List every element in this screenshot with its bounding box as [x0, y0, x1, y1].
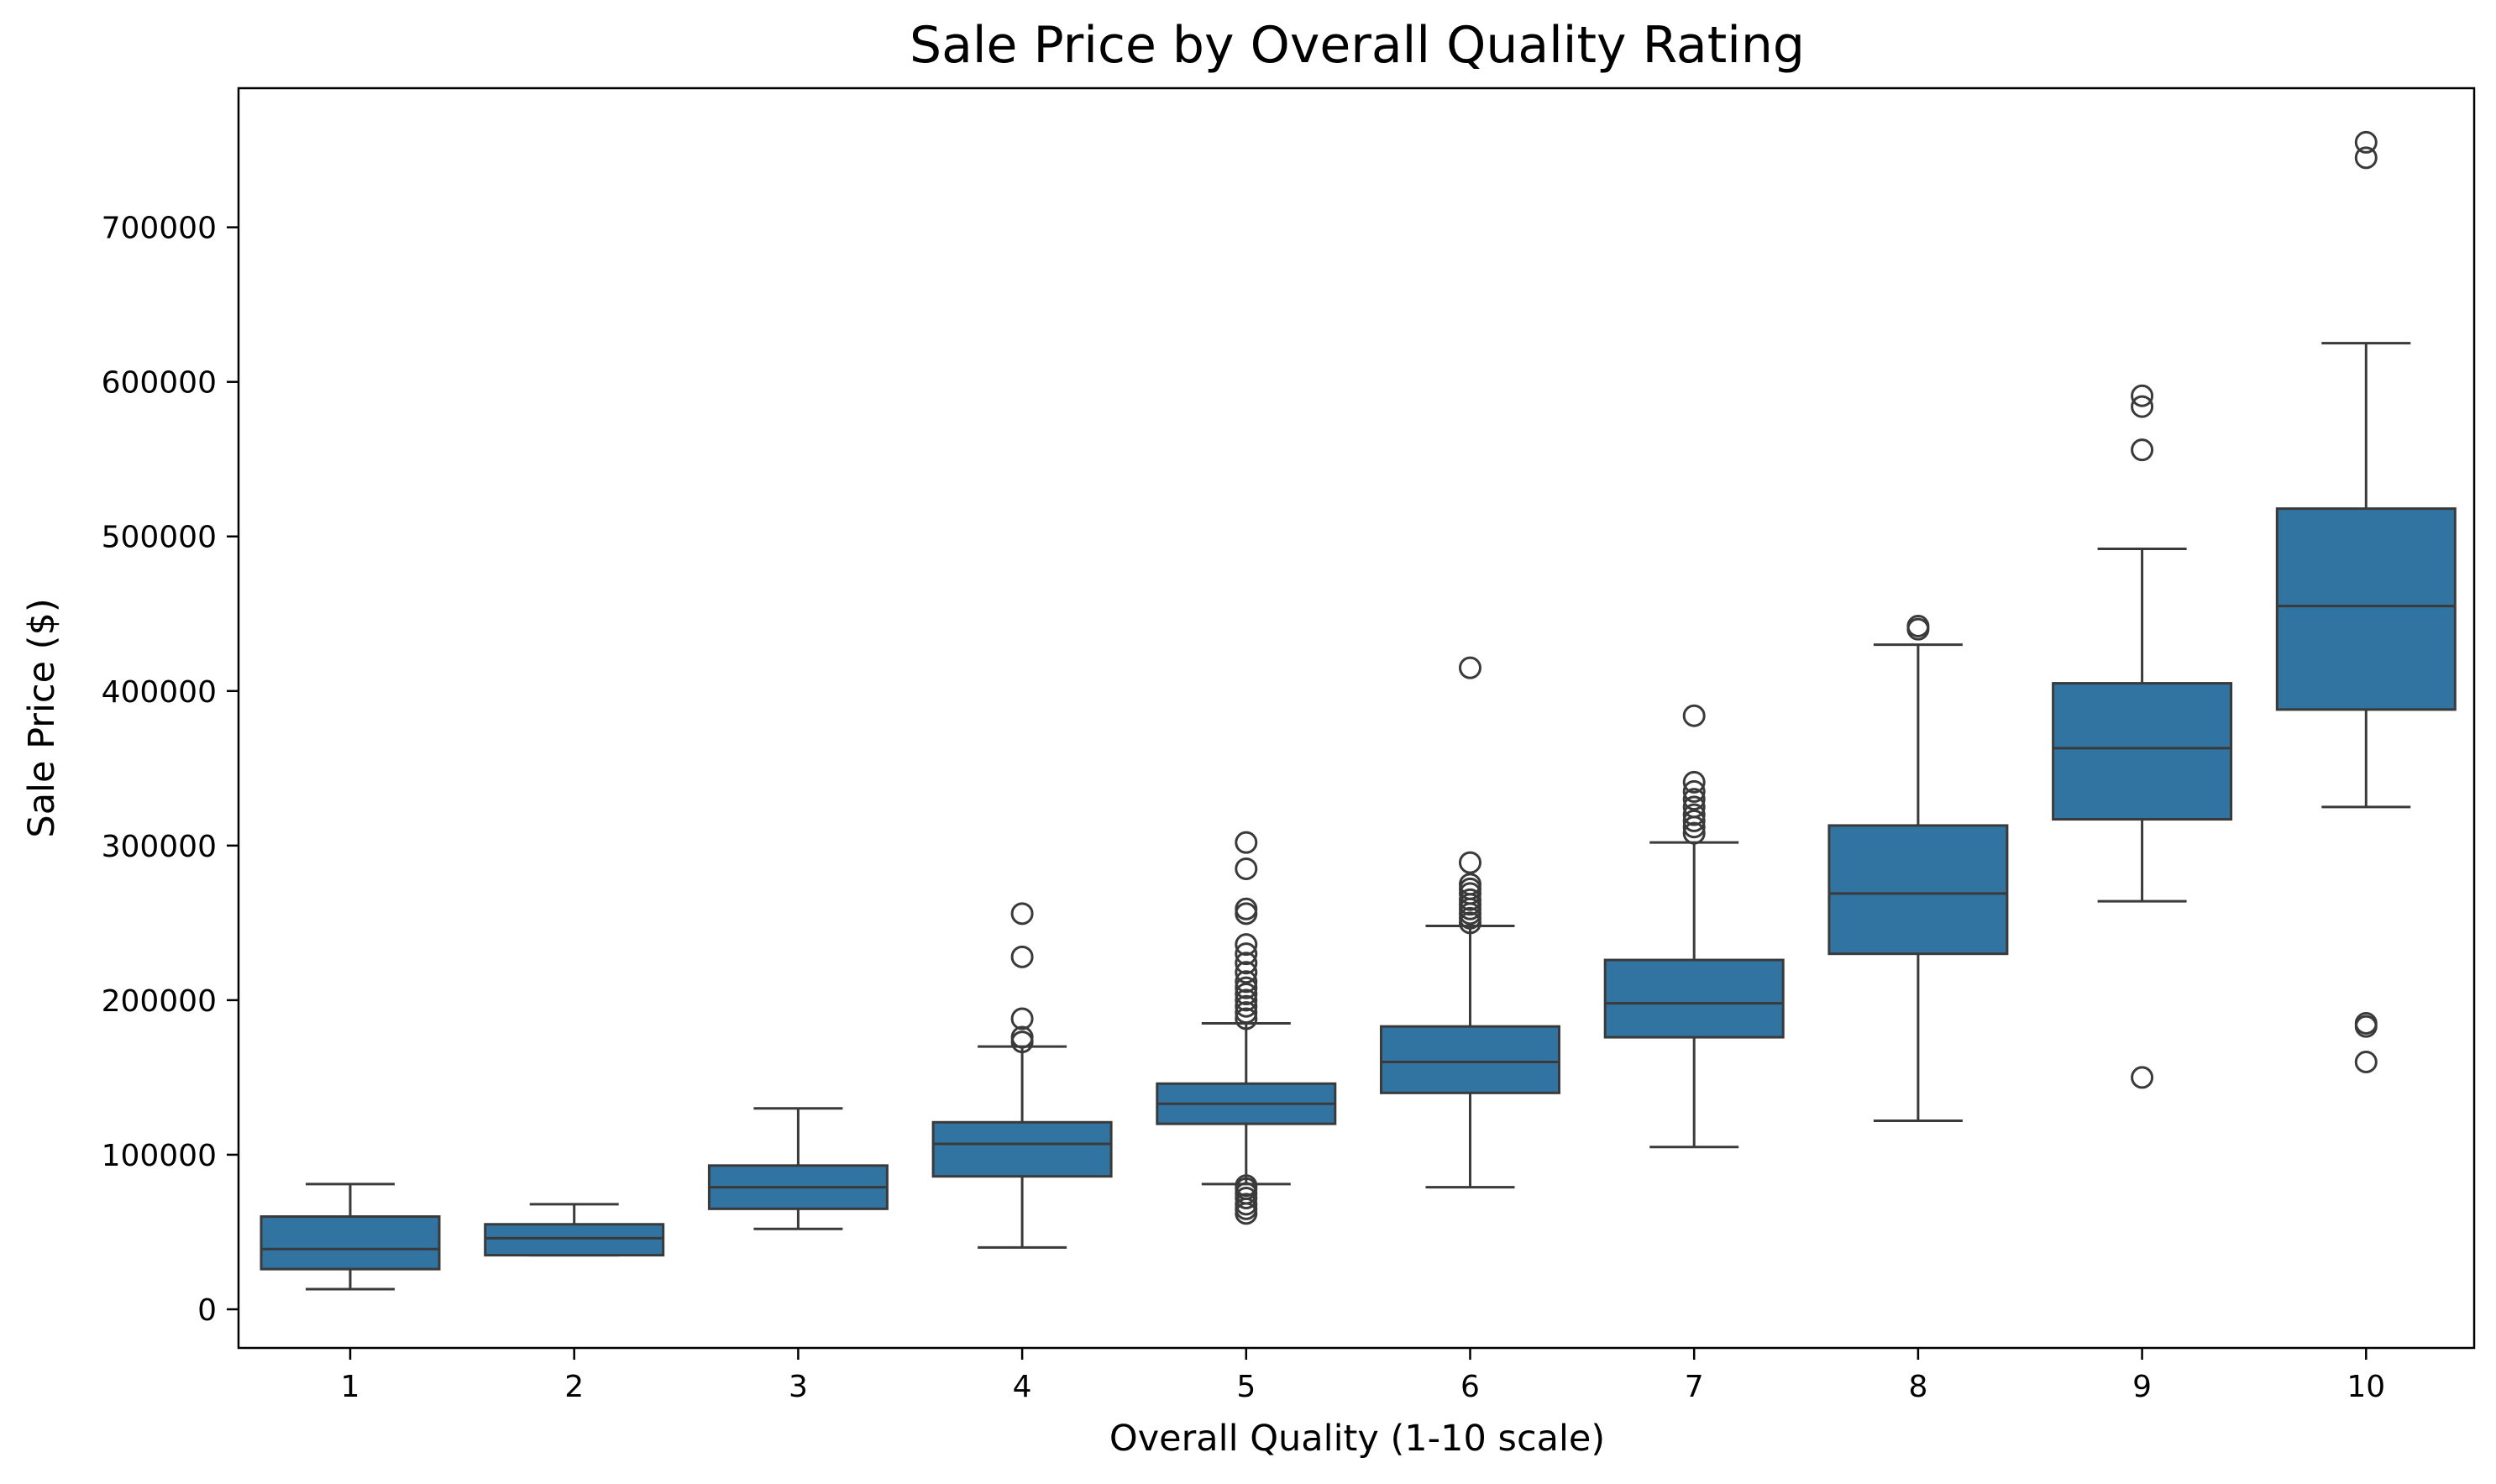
outlier-point [2131, 384, 2154, 407]
outlier-point [2354, 1011, 2378, 1035]
outlier-point [1235, 897, 1258, 920]
outlier-point [1235, 1193, 1258, 1216]
box-iqr [2275, 507, 2457, 711]
outlier-point [1682, 779, 1706, 803]
chart-title: Sale Price by Overall Quality Rating [910, 16, 1805, 75]
plot-frame [237, 87, 2476, 1350]
x-tick-label: 10 [2347, 1370, 2385, 1404]
outlier-point [1459, 888, 1481, 911]
box-iqr [484, 1223, 665, 1257]
outlier-point [1682, 704, 1706, 727]
outlier-point [1235, 902, 1258, 926]
outlier-point [2354, 130, 2378, 154]
box-group-9 [2052, 384, 2233, 1089]
box-group-7 [1603, 704, 1785, 1149]
outlier-point [1906, 614, 1930, 637]
outlier-point [1010, 945, 1034, 968]
outlier-point [1235, 976, 1258, 999]
outlier-point [1682, 803, 1706, 826]
outlier-point [1235, 1001, 1258, 1025]
x-tick-label: 3 [789, 1370, 808, 1404]
box-group-10 [2275, 130, 2457, 1074]
outlier-point [1682, 770, 1706, 794]
y-tick-label: 500000 [102, 521, 217, 555]
x-tick-label: 5 [1236, 1370, 1256, 1404]
outlier-point [1682, 795, 1706, 819]
outlier-point [2131, 395, 2154, 418]
outlier-point [1235, 1174, 1258, 1198]
outlier-point [2354, 1051, 2378, 1074]
outlier-point [1235, 952, 1258, 975]
box-iqr [2052, 682, 2233, 821]
x-tick-label: 2 [564, 1370, 584, 1404]
box-group-8 [1827, 614, 2009, 1122]
outlier-point [1682, 809, 1706, 832]
outlier-point [1682, 788, 1706, 811]
x-axis: 1 2 3 4 5 6 7 8 9 10 [341, 1348, 2385, 1404]
outlier-point [1235, 1007, 1258, 1030]
outlier-point [1235, 857, 1258, 880]
box-iqr [1603, 958, 1785, 1039]
outlier-point [1459, 873, 1481, 896]
x-tick-label: 9 [2132, 1370, 2152, 1404]
x-tick-label: 1 [341, 1370, 360, 1404]
outlier-point [1235, 831, 1258, 854]
y-tick-label: 700000 [102, 212, 217, 246]
box-iqr [1827, 824, 2009, 956]
outlier-point [1235, 933, 1258, 957]
y-axis: 0 100000 200000 300000 400000 500000 600000 700… [102, 212, 239, 1328]
outlier-point [1235, 994, 1258, 1018]
outlier-point [1235, 983, 1258, 1006]
outlier-point [2131, 438, 2154, 462]
x-tick-label: 6 [1460, 1370, 1480, 1404]
box-group-2 [484, 1203, 665, 1257]
outlier-point [1459, 656, 1481, 679]
y-axis-label: Sale Price ($) [21, 598, 63, 837]
outlier-point [1235, 942, 1258, 966]
x-axis-label: Overall Quality (1-10 scale) [1109, 1418, 1605, 1460]
plot-area [260, 130, 2457, 1291]
box-group-1 [260, 1182, 441, 1291]
outlier-point [2131, 1066, 2154, 1089]
box-iqr [1380, 1025, 1560, 1094]
outlier-point [1235, 970, 1258, 994]
outlier-point [1010, 1025, 1034, 1049]
outlier-point [1010, 1007, 1034, 1030]
x-tick-label: 8 [1908, 1370, 1927, 1404]
y-tick-label: 300000 [102, 830, 217, 864]
box-iqr [260, 1215, 441, 1271]
y-tick-label: 100000 [102, 1139, 217, 1173]
box-group-4 [931, 902, 1113, 1249]
y-tick-label: 600000 [102, 366, 217, 401]
outlier-point [1235, 961, 1258, 984]
outlier-point [2354, 146, 2378, 170]
y-tick-label: 200000 [102, 984, 217, 1019]
outlier-point [1010, 902, 1034, 926]
box-iqr [931, 1120, 1113, 1178]
outlier-point [1459, 851, 1481, 874]
y-tick-label: 400000 [102, 675, 217, 710]
box-group-6 [1380, 656, 1560, 1189]
box-group-5 [1156, 831, 1337, 1225]
box-group-3 [707, 1107, 889, 1230]
outlier-point [1682, 821, 1706, 845]
x-tick-label: 4 [1013, 1370, 1032, 1404]
outlier-point [1235, 988, 1258, 1012]
y-tick-label: 0 [197, 1293, 217, 1328]
x-tick-label: 7 [1685, 1370, 1704, 1404]
